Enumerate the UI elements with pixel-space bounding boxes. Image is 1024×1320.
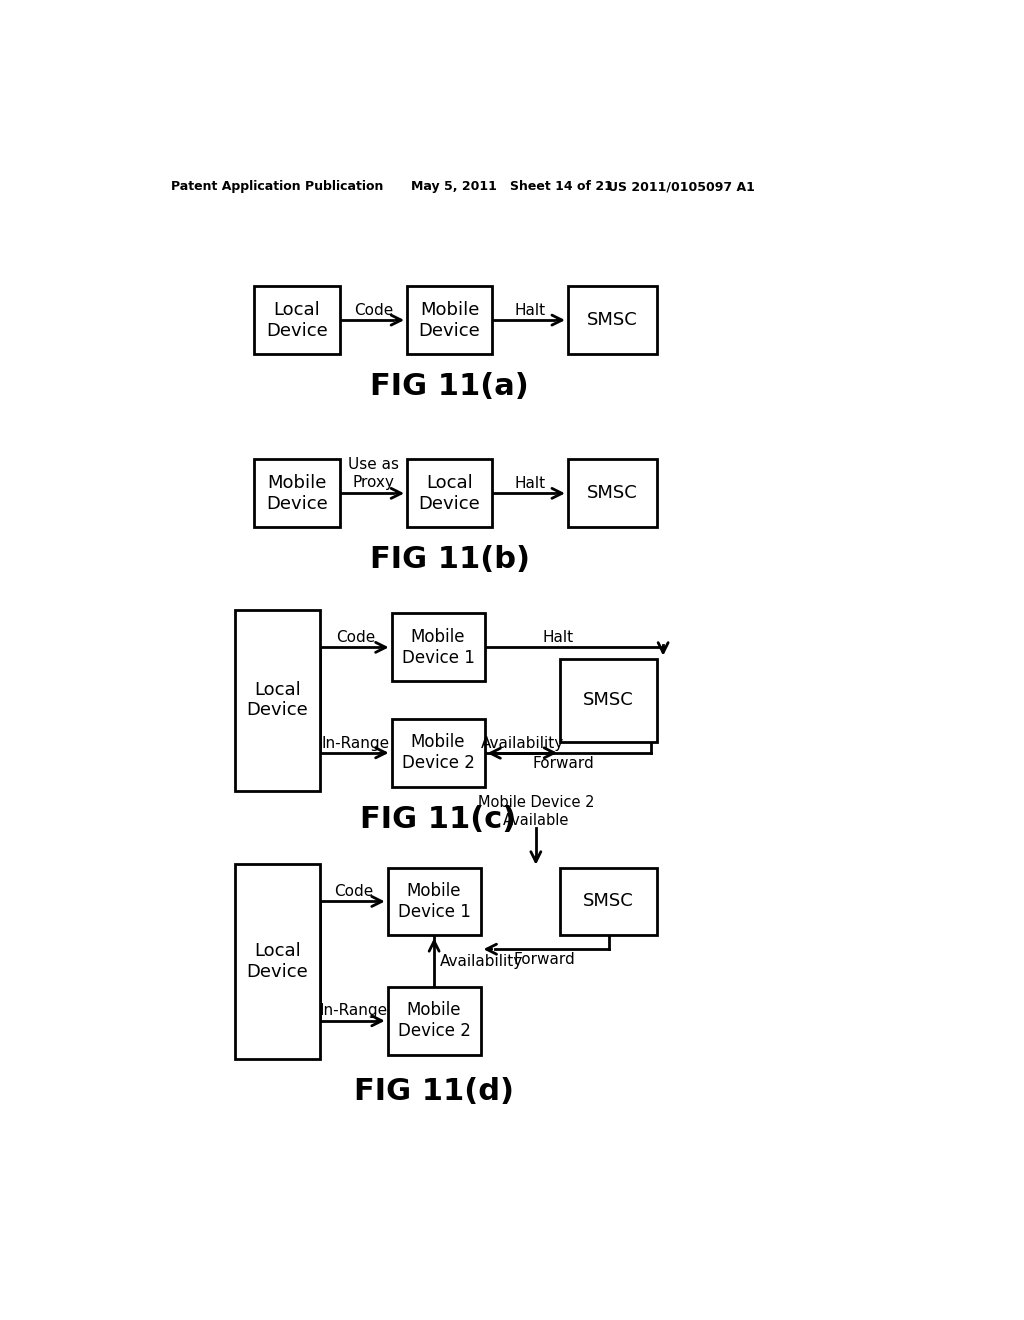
Text: SMSC: SMSC — [587, 312, 638, 329]
Text: FIG 11(b): FIG 11(b) — [370, 545, 529, 574]
Bar — [568, 286, 657, 354]
Text: SMSC: SMSC — [587, 484, 638, 503]
Text: Patent Application Publication: Patent Application Publication — [171, 181, 383, 194]
Text: Local
Device: Local Device — [419, 474, 480, 512]
Bar — [407, 286, 493, 354]
Text: Halt: Halt — [543, 630, 573, 645]
Text: SMSC: SMSC — [583, 692, 634, 709]
Text: FIG 11(a): FIG 11(a) — [371, 372, 529, 401]
Text: FIG 11(c): FIG 11(c) — [359, 805, 516, 833]
Text: Halt: Halt — [514, 302, 546, 318]
Bar — [407, 459, 493, 527]
Bar — [254, 459, 340, 527]
Text: Mobile
Device: Mobile Device — [266, 474, 328, 512]
Bar — [568, 459, 657, 527]
Text: May 5, 2011   Sheet 14 of 21: May 5, 2011 Sheet 14 of 21 — [411, 181, 612, 194]
Text: Availability: Availability — [480, 735, 564, 751]
Text: Local
Device: Local Device — [247, 941, 308, 981]
Text: Mobile
Device 1: Mobile Device 1 — [401, 628, 474, 667]
Bar — [391, 614, 484, 681]
Text: Code: Code — [353, 302, 393, 318]
Text: Mobile
Device 1: Mobile Device 1 — [397, 882, 471, 921]
Text: Forward: Forward — [514, 952, 575, 966]
Text: Mobile
Device 2: Mobile Device 2 — [401, 734, 474, 772]
Text: SMSC: SMSC — [583, 892, 634, 911]
Text: Mobile
Device: Mobile Device — [419, 301, 480, 339]
Bar — [254, 286, 340, 354]
Text: Code: Code — [334, 884, 374, 899]
Bar — [234, 610, 321, 791]
Bar — [560, 659, 657, 742]
Text: US 2011/0105097 A1: US 2011/0105097 A1 — [608, 181, 756, 194]
Text: In-Range: In-Range — [319, 1003, 388, 1019]
Text: Use as
Proxy: Use as Proxy — [348, 457, 398, 490]
Bar — [234, 863, 321, 1059]
Text: Mobile
Device 2: Mobile Device 2 — [397, 1002, 471, 1040]
Bar — [388, 987, 480, 1055]
Text: In-Range: In-Range — [322, 735, 390, 751]
Text: Halt: Halt — [514, 477, 546, 491]
Text: Forward: Forward — [532, 755, 594, 771]
Text: Local
Device: Local Device — [266, 301, 328, 339]
Text: Mobile Device 2
Available: Mobile Device 2 Available — [477, 795, 594, 828]
Bar — [391, 719, 484, 787]
Text: Local
Device: Local Device — [247, 681, 308, 719]
Text: Availability: Availability — [440, 953, 523, 969]
Text: Code: Code — [336, 630, 376, 645]
Text: FIG 11(d): FIG 11(d) — [354, 1077, 514, 1106]
Bar — [560, 867, 657, 936]
Bar — [388, 867, 480, 936]
